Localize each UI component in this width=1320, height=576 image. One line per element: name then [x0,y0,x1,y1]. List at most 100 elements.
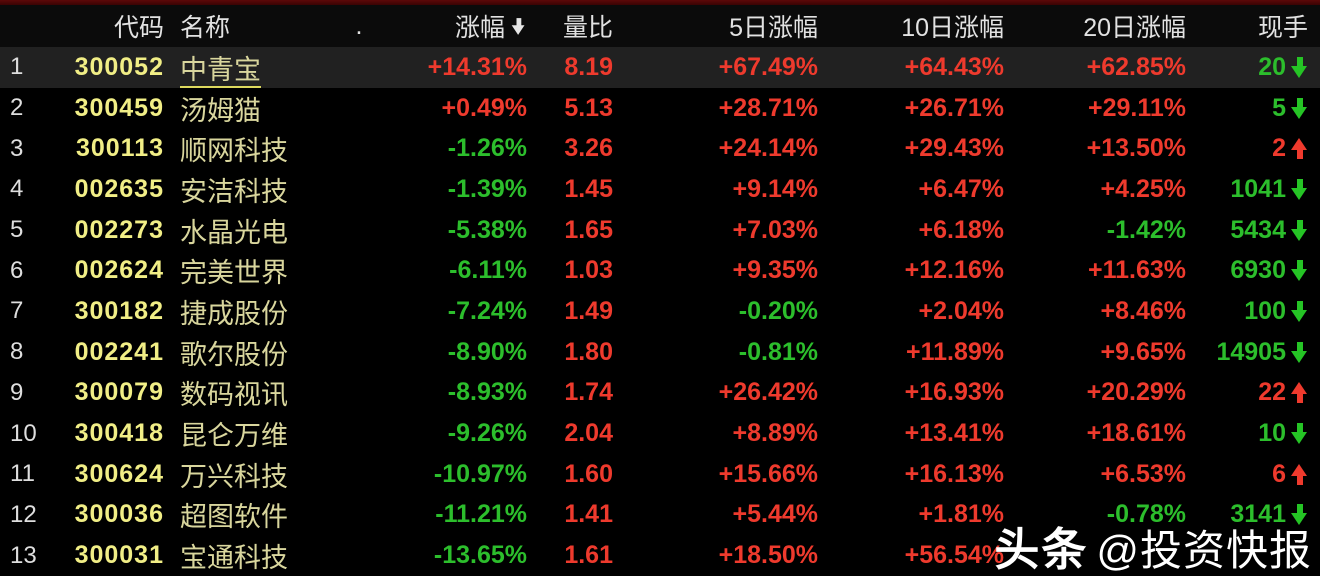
chg20-cell: -1.42% [1106,215,1186,244]
watermark: 头条 @投资快报 [994,527,1312,572]
change-pct-cell: -8.90% [447,337,527,366]
col-header-chg5[interactable]: 5日涨幅 [729,14,818,42]
arrow-down-icon [1291,341,1308,363]
table-row[interactable]: 3 300113 顺网科技 -1.26% 3.26 +24.14% +29.43% +13.5… [0,128,1320,170]
stock-code-cell: 300079 [74,378,164,407]
stock-code-cell: 300052 [74,52,164,81]
volume-ratio-cell: 8.19 [564,52,613,81]
chg5-cell: +18.50% [718,541,818,570]
chg10-cell: +1.81% [918,500,1005,529]
chg20-cell: +13.50% [1086,134,1186,163]
col-header-code[interactable]: 代码 [113,14,164,42]
chg5-cell: +67.49% [718,52,818,81]
table-row[interactable]: 9 300079 数码视讯 -8.93% 1.74 +26.42% +16.93% +20.2… [0,372,1320,414]
table-row[interactable]: 1 300052 中青宝 +14.31% 8.19 +67.49% +64.43% +62.8… [0,47,1320,88]
stock-name-label: 昆仑万维 [180,421,288,452]
change-pct-cell: -1.39% [447,174,527,203]
stock-code-cell: 300418 [74,419,164,448]
stock-name-label: 水晶光电 [180,217,288,248]
chg10-cell: +16.13% [904,459,1004,488]
arrow-down-icon [1291,219,1308,241]
stock-name-cell: 捷成股份 [164,292,339,331]
table-row[interactable]: 12 300036 超图软件 -11.21% 1.41 +5.44% +1.81% -0.78… [0,494,1320,536]
row-index-cell: 2 [10,94,24,122]
stock-name-label: 完美世界 [180,258,288,289]
current-hands-cell: 5434 [1186,216,1320,245]
stock-rows: 1 300052 中青宝 +14.31% 8.19 +67.49% +64.43% +62.8… [0,47,1320,576]
stock-name-cell: 昆仑万维 [164,414,339,453]
col-header-chg20[interactable]: 20日涨幅 [1083,14,1186,42]
current-hands-value: 5 [1272,93,1286,122]
current-hands-value: 100 [1244,296,1286,325]
volume-ratio-cell: 1.49 [564,296,613,325]
volume-ratio-cell: 5.13 [564,93,613,122]
stock-name-label: 顺网科技 [180,136,288,167]
stock-name-cell: 完美世界 [164,251,339,290]
table-row[interactable]: 6 002624 完美世界 -6.11% 1.03 +9.35% +12.16% +11.63… [0,250,1320,292]
row-index-cell: 9 [10,378,24,406]
table-row[interactable]: 5 002273 水晶光电 -5.38% 1.65 +7.03% +6.18% -1.42% 5… [0,209,1320,251]
table-row[interactable]: 7 300182 捷成股份 -7.24% 1.49 -0.20% +2.04% +8.46% 1… [0,291,1320,332]
current-hands-cell: 3141 [1186,500,1320,529]
stock-name-label: 数码视讯 [180,380,288,411]
current-hands-cell: 100 [1186,297,1320,326]
change-pct-cell: -10.97% [433,459,527,488]
current-hands-cell: 1041 [1186,175,1320,204]
stock-code-cell: 300113 [75,134,164,163]
stock-name-cell: 中青宝 [164,48,339,88]
stock-code-cell: 002273 [74,215,164,244]
watermark-brand: 头条 [994,524,1089,575]
change-pct-cell: -13.65% [433,541,527,570]
chg10-cell: +56.54% [904,541,1004,570]
col-header-chg10[interactable]: 10日涨幅 [901,14,1004,42]
col-header-change-label: 涨幅 [454,14,505,42]
table-row[interactable]: 4 002635 安洁科技 -1.39% 1.45 +9.14% +6.47% +4.25% 1… [0,169,1320,210]
table-row[interactable]: 13 300031 宝通科技 -13.65% 1.61 +18.50% +56.54% [0,535,1320,576]
stock-name-cell: 万兴科技 [164,455,339,494]
chg10-cell: +64.43% [904,52,1004,81]
current-hands-cell: 5 [1186,94,1320,123]
volume-ratio-cell: 1.74 [564,378,613,407]
row-index-cell: 7 [10,297,24,325]
volume-ratio-cell: 3.26 [564,134,613,163]
current-hands-value: 3141 [1230,500,1286,529]
chg20-cell: +8.46% [1100,296,1187,325]
row-index-cell: 12 [10,500,37,528]
table-row[interactable]: 8 002241 歌尔股份 -8.90% 1.80 -0.81% +11.89% +9.65%… [0,331,1320,373]
stock-code-cell: 002241 [74,337,164,366]
stock-name-label: 安洁科技 [180,176,288,207]
table-row[interactable]: 11 300624 万兴科技 -10.97% 1.60 +15.66% +16.13% +6.… [0,453,1320,495]
current-hands-value: 10 [1258,419,1286,448]
current-hands-cell: 2 [1186,134,1320,163]
arrow-down-icon [1291,56,1308,78]
stock-name-label: 歌尔股份 [180,339,288,370]
chg10-cell: +11.89% [905,337,1004,366]
chg5-cell: +8.89% [732,419,819,448]
col-header-change[interactable]: 涨幅 [379,8,527,44]
stock-name-cell: 数码视讯 [164,373,339,412]
chg10-cell: +29.43% [904,134,1004,163]
stock-name-label: 汤姆猫 [180,95,261,126]
chg10-cell: +2.04% [918,296,1005,325]
col-header-vol[interactable]: 现手 [1257,14,1308,42]
col-header-dot[interactable]: . [355,11,363,40]
stock-name-cell: 宝通科技 [164,536,339,575]
chg20-cell: -0.78% [1106,500,1186,529]
arrow-down-icon [1291,423,1308,445]
current-hands-value: 14905 [1216,337,1286,366]
current-hands-value: 20 [1258,52,1286,81]
table-row[interactable]: 10 300418 昆仑万维 -9.26% 2.04 +8.89% +13.41% +18.6… [0,413,1320,454]
col-header-vol-ratio[interactable]: 量比 [562,14,613,42]
arrow-up-icon [1291,382,1308,404]
stock-name-label: 万兴科技 [180,461,288,492]
table-row[interactable]: 2 300459 汤姆猫 +0.49% 5.13 +28.71% +26.71% +29.11… [0,87,1320,129]
stock-code-cell: 300031 [74,541,164,570]
col-header-name[interactable]: 名称 [180,14,231,42]
volume-ratio-cell: 2.04 [564,419,613,448]
change-pct-cell: -8.93% [447,378,527,407]
change-pct-cell: -7.24% [447,296,527,325]
change-pct-cell: -11.21% [435,500,527,529]
current-hands-value: 6930 [1230,256,1286,285]
row-index-cell: 11 [10,460,35,488]
